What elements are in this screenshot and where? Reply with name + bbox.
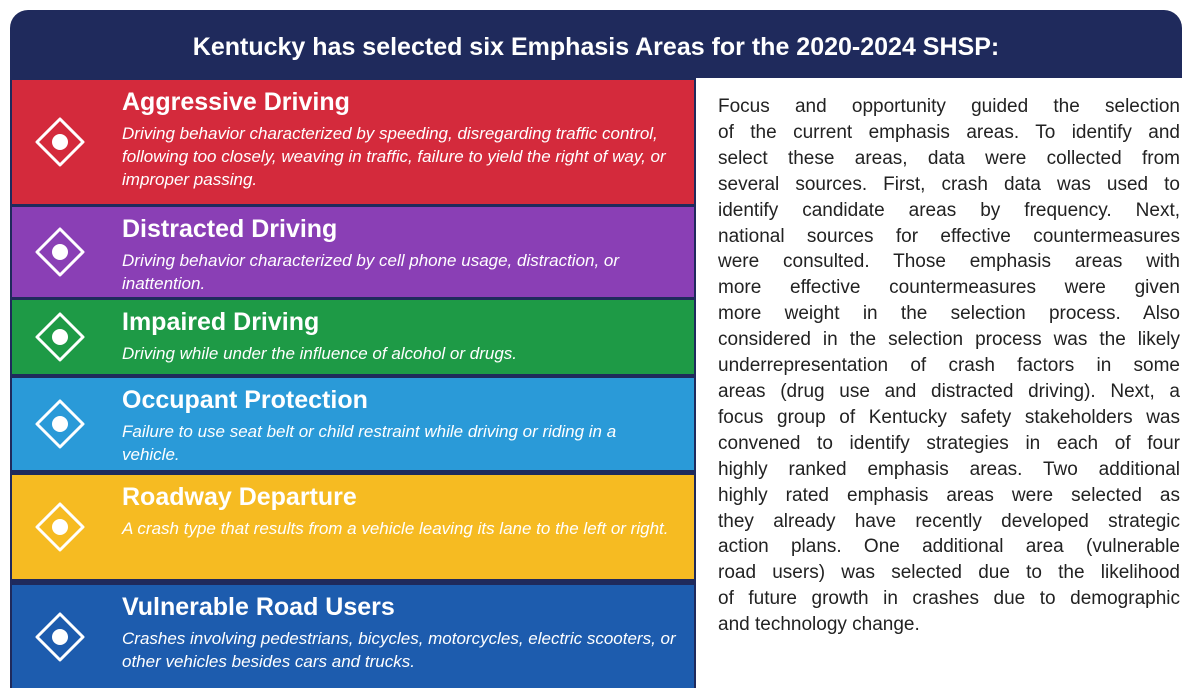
emphasis-area: Roadway Departure A crash type that resul… (12, 475, 694, 579)
icon-shape (52, 134, 68, 150)
paragraph-line: national sources for effective counterme… (718, 225, 1180, 247)
paragraph-line: of the current emphasis areas. To identi… (718, 121, 1180, 143)
area-icon (34, 398, 86, 450)
area-title: Vulnerable Road Users (122, 593, 395, 621)
icon-shape (35, 227, 85, 277)
emphasis-area: Aggressive Driving Driving behavior chara… (12, 80, 694, 204)
paragraph-line: Focus and opportunity guided the selecti… (718, 96, 1180, 117)
icon-shape (52, 519, 68, 535)
area-description: Failure to use seat belt or child restra… (122, 422, 617, 464)
icon-shape (35, 399, 85, 449)
icon-shape (35, 117, 85, 167)
emphasis-area: Distracted Driving Driving behavior chara… (12, 207, 694, 297)
paragraph-line: more effective countermeasures were give… (718, 277, 1180, 299)
emphasis-area: Vulnerable Road Users Crashes involving p… (12, 585, 694, 688)
emphasis-area: Impaired Driving Driving while under the … (12, 300, 694, 374)
icon-shape (35, 312, 85, 362)
icon-shape (35, 117, 85, 167)
paragraph-line: underrepresentation of crash factors in … (718, 355, 1180, 377)
paragraph-line: highly ranked emphasis areas. Two additi… (718, 458, 1180, 480)
area-description: Crashes involving pedestrians, bicycles,… (122, 629, 676, 671)
paragraph-line: were consulted. Those emphasis areas wit… (718, 251, 1180, 273)
icon-shape (52, 244, 68, 260)
icon-shape (35, 612, 85, 661)
icon-shape (52, 628, 68, 645)
icon-shape (35, 227, 85, 277)
area-icon (34, 226, 86, 278)
area-icon (34, 501, 86, 553)
area-description: Driving behavior characterized by cell p… (122, 251, 620, 293)
area-title: Distracted Driving (122, 215, 338, 243)
paragraph: Focus and opportunity guided the selecti… (718, 94, 1180, 638)
header-title: Kentucky has selected six Emphasis Areas… (10, 10, 1182, 78)
paragraph-line: and technology change. (718, 614, 920, 636)
area-description: Driving behavior characterized by speedi… (122, 124, 666, 189)
icon-shape (35, 502, 85, 552)
paragraph-line: convened to identify strategies in each … (718, 432, 1180, 454)
paragraph-line: considered in the selection process was … (718, 329, 1180, 351)
paragraph-line: several sources. First, crash data was u… (718, 173, 1180, 195)
paragraph-line: areas (drug use and distracted driving).… (718, 380, 1180, 402)
area-title: Impaired Driving (122, 308, 320, 336)
icon-shape (35, 612, 85, 661)
paragraph-line: more weight in the selection process. Al… (718, 303, 1180, 325)
area-description: Driving while under the influence of alc… (122, 344, 518, 363)
area-title: Roadway Departure (122, 483, 357, 511)
paragraph-line: identify candidate areas by frequency. N… (718, 199, 1180, 221)
areas-panel: Aggressive Driving Driving behavior chara… (10, 78, 696, 688)
paragraph-line: focus group of Kentucky safety stakehold… (718, 406, 1180, 428)
area-title: Occupant Protection (122, 386, 368, 414)
area-icon (34, 311, 86, 363)
icon-shape (35, 502, 85, 552)
icon-shape (35, 312, 85, 362)
paragraph-line: road users) was selected due to the like… (718, 562, 1180, 584)
paragraph-line: they already have recently developed str… (718, 510, 1180, 532)
paragraph-line: of future growth in crashes due to demog… (718, 588, 1180, 610)
area-icon (34, 116, 86, 168)
icon-shape (52, 329, 68, 345)
paragraph-line: highly rated emphasis areas were selecte… (718, 484, 1180, 506)
paragraph-line: select these areas, data were collected … (718, 147, 1180, 169)
area-title: Aggressive Driving (122, 88, 350, 116)
area-description: A crash type that results from a vehicle… (122, 519, 669, 538)
area-icon (34, 611, 86, 663)
emphasis-area: Occupant Protection Failure to use seat b… (12, 378, 694, 470)
paragraph-line: action plans. One additional area (vulne… (718, 536, 1180, 558)
icon-shape (52, 416, 68, 432)
icon-shape (35, 399, 85, 449)
